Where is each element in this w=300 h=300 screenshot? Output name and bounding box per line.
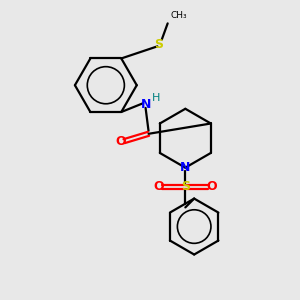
Text: S: S <box>154 38 163 50</box>
Text: H: H <box>152 94 160 103</box>
Text: S: S <box>181 180 190 193</box>
Text: N: N <box>180 161 190 174</box>
Text: O: O <box>115 135 126 148</box>
Text: O: O <box>206 180 217 193</box>
Text: CH₃: CH₃ <box>171 11 187 20</box>
Text: N: N <box>140 98 151 111</box>
Text: O: O <box>154 180 164 193</box>
